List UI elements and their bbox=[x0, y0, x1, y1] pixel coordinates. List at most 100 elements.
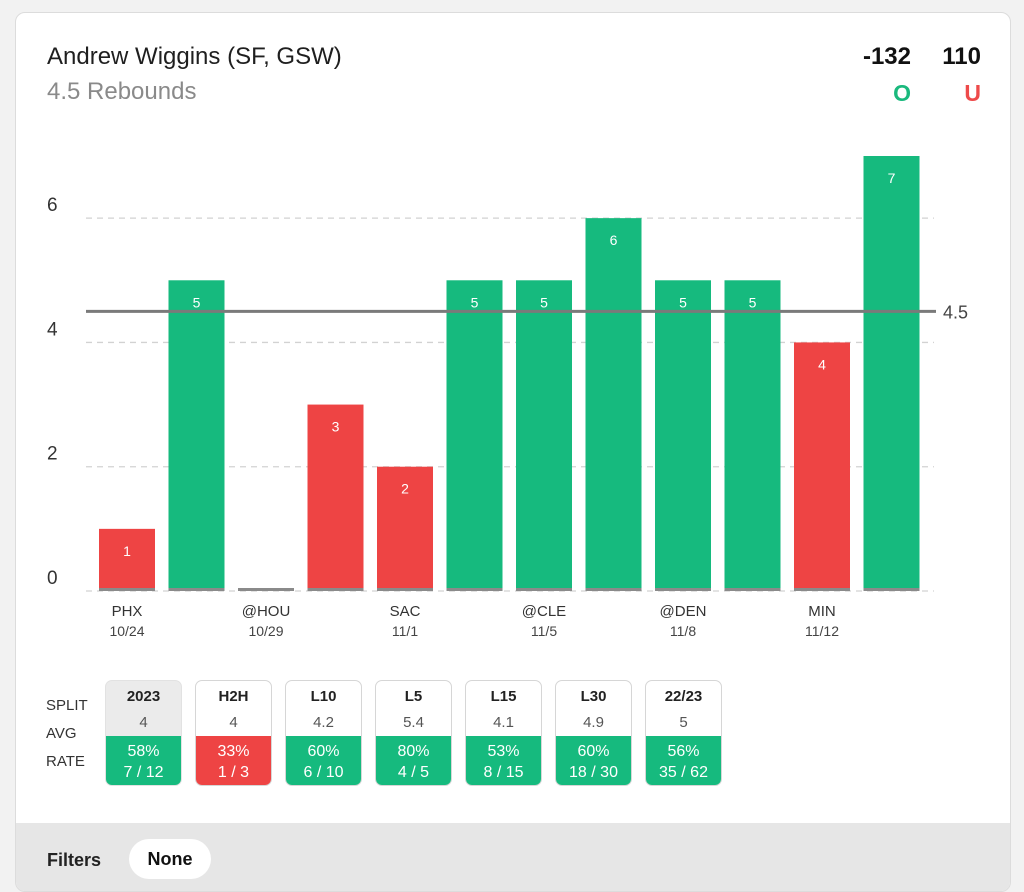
split-rate: 53% 8 / 15 bbox=[466, 736, 541, 785]
player-name: Andrew Wiggins (SF, GSW) bbox=[47, 43, 342, 70]
x-tick-team: PHX bbox=[112, 603, 143, 620]
x-tick-team: @HOU bbox=[242, 603, 291, 620]
bar-baseline-marker bbox=[168, 588, 225, 591]
bar-value-label: 1 bbox=[123, 543, 131, 559]
x-tick-team: @CLE bbox=[522, 603, 566, 620]
y-tick-label: 0 bbox=[47, 568, 58, 589]
rate-percent: 60% bbox=[307, 743, 340, 760]
split-card-l10[interactable]: L10 4.2 60% 6 / 10 bbox=[285, 680, 362, 786]
split-label: H2H bbox=[218, 688, 249, 705]
bar[interactable] bbox=[516, 280, 572, 591]
bar-value-label: 5 bbox=[749, 294, 757, 310]
split-avg: 5 bbox=[679, 714, 688, 731]
bar-baseline-marker bbox=[794, 588, 850, 591]
rate-percent: 60% bbox=[577, 743, 610, 760]
bar-value-label: 5 bbox=[540, 294, 548, 310]
rate-fraction: 4 / 5 bbox=[397, 764, 430, 781]
bar-value-label: 3 bbox=[332, 419, 340, 435]
bar-value-label: 4 bbox=[818, 356, 826, 372]
rate-percent: 58% bbox=[127, 743, 160, 760]
split-rate: 56% 35 / 62 bbox=[646, 736, 721, 785]
bar-baseline-marker bbox=[516, 588, 572, 591]
x-tick-date: 11/8 bbox=[670, 623, 696, 639]
bar-baseline-marker bbox=[655, 588, 711, 591]
game-log-chart: 0 2 4 6 1 5 3 2 5 5 6 5 5 4 7 4.5 PHX 10/24 @HOU 10/29 SAC 11… bbox=[47, 156, 968, 639]
x-tick-team: SAC bbox=[390, 603, 421, 620]
bar-value-label: 6 bbox=[610, 232, 618, 248]
split-rate: 58% 7 / 12 bbox=[106, 736, 181, 785]
x-tick-date: 11/1 bbox=[392, 623, 418, 639]
bar[interactable] bbox=[99, 528, 155, 591]
bar-baseline-marker bbox=[724, 588, 781, 591]
bar[interactable] bbox=[168, 280, 225, 591]
y-tick-label: 2 bbox=[47, 444, 58, 465]
split-avg: 4.9 bbox=[583, 714, 604, 731]
bar-value-label: 5 bbox=[193, 294, 201, 310]
y-tick-label: 4 bbox=[47, 319, 58, 340]
bar[interactable] bbox=[446, 280, 503, 591]
rate-percent: 53% bbox=[487, 743, 520, 760]
prop-line-label: 4.5 bbox=[943, 302, 968, 322]
rate-fraction: 8 / 15 bbox=[483, 764, 524, 781]
split-rate: 33% 1 / 3 bbox=[196, 736, 271, 785]
split-rate: 80% 4 / 5 bbox=[376, 736, 451, 785]
rate-percent: 56% bbox=[667, 743, 700, 760]
bar-baseline-marker bbox=[585, 588, 642, 591]
bar-value-label: 2 bbox=[401, 481, 409, 497]
split-avg: 4.2 bbox=[313, 714, 334, 731]
split-card-2023[interactable]: 2023 4 58% 7 / 12 bbox=[105, 680, 182, 786]
rate-fraction: 35 / 62 bbox=[659, 764, 708, 781]
rate-fraction: 1 / 3 bbox=[217, 764, 250, 781]
under-odds[interactable]: 110 bbox=[942, 43, 981, 70]
bar[interactable] bbox=[307, 404, 364, 591]
bar-baseline-marker bbox=[238, 588, 294, 591]
x-tick-team: @DEN bbox=[660, 603, 707, 620]
bar-value-label: 5 bbox=[471, 294, 479, 310]
bar[interactable] bbox=[377, 466, 433, 591]
bar-value-label: 7 bbox=[888, 170, 896, 186]
avg-row-label: AVG bbox=[46, 725, 77, 742]
bar-baseline-marker bbox=[307, 588, 364, 591]
bar[interactable] bbox=[585, 218, 642, 591]
bar-baseline-marker bbox=[863, 588, 920, 591]
bar-baseline-marker bbox=[99, 588, 155, 591]
split-label: L15 bbox=[490, 688, 517, 705]
over-odds[interactable]: -132 bbox=[862, 43, 911, 70]
filter-chip-none[interactable]: None bbox=[129, 839, 211, 879]
rate-percent: 33% bbox=[217, 743, 250, 760]
bar[interactable] bbox=[863, 156, 920, 591]
x-tick-team: MIN bbox=[808, 603, 836, 620]
split-avg: 4 bbox=[139, 714, 148, 731]
split-card-l15[interactable]: L15 4.1 53% 8 / 15 bbox=[465, 680, 542, 786]
bar-baseline-marker bbox=[446, 588, 503, 591]
split-avg: 5.4 bbox=[403, 714, 424, 731]
y-tick-label: 6 bbox=[47, 195, 58, 216]
split-avg: 4 bbox=[229, 714, 238, 731]
under-label[interactable]: U bbox=[964, 80, 981, 106]
rate-fraction: 7 / 12 bbox=[123, 764, 164, 781]
bar-value-label: 5 bbox=[679, 294, 687, 310]
split-rate: 60% 18 / 30 bbox=[556, 736, 631, 785]
split-avg: 4.1 bbox=[493, 714, 514, 731]
prop-line: 4.5 Rebounds bbox=[47, 78, 197, 105]
rate-fraction: 18 / 30 bbox=[569, 764, 618, 781]
split-label: L10 bbox=[310, 688, 337, 705]
split-card-l30[interactable]: L30 4.9 60% 18 / 30 bbox=[555, 680, 632, 786]
x-tick-date: 11/12 bbox=[805, 623, 839, 639]
rate-fraction: 6 / 10 bbox=[303, 764, 344, 781]
rate-row-label: RATE bbox=[46, 753, 85, 770]
over-label[interactable]: O bbox=[893, 80, 911, 106]
x-tick-date: 11/5 bbox=[531, 623, 557, 639]
split-card-2223[interactable]: 22/23 5 56% 35 / 62 bbox=[645, 680, 722, 786]
bar[interactable] bbox=[794, 342, 850, 591]
filters-bar: Filters None bbox=[16, 823, 1010, 891]
bar[interactable] bbox=[724, 280, 781, 591]
split-card-l5[interactable]: L5 5.4 80% 4 / 5 bbox=[375, 680, 452, 786]
bar[interactable] bbox=[655, 280, 711, 591]
x-tick-date: 10/29 bbox=[248, 623, 283, 639]
bar-baseline-marker bbox=[377, 588, 433, 591]
split-card-h2h[interactable]: H2H 4 33% 1 / 3 bbox=[195, 680, 272, 786]
split-label: 2023 bbox=[126, 688, 161, 705]
x-tick-date: 10/24 bbox=[109, 623, 144, 639]
split-label: 22/23 bbox=[664, 688, 703, 705]
